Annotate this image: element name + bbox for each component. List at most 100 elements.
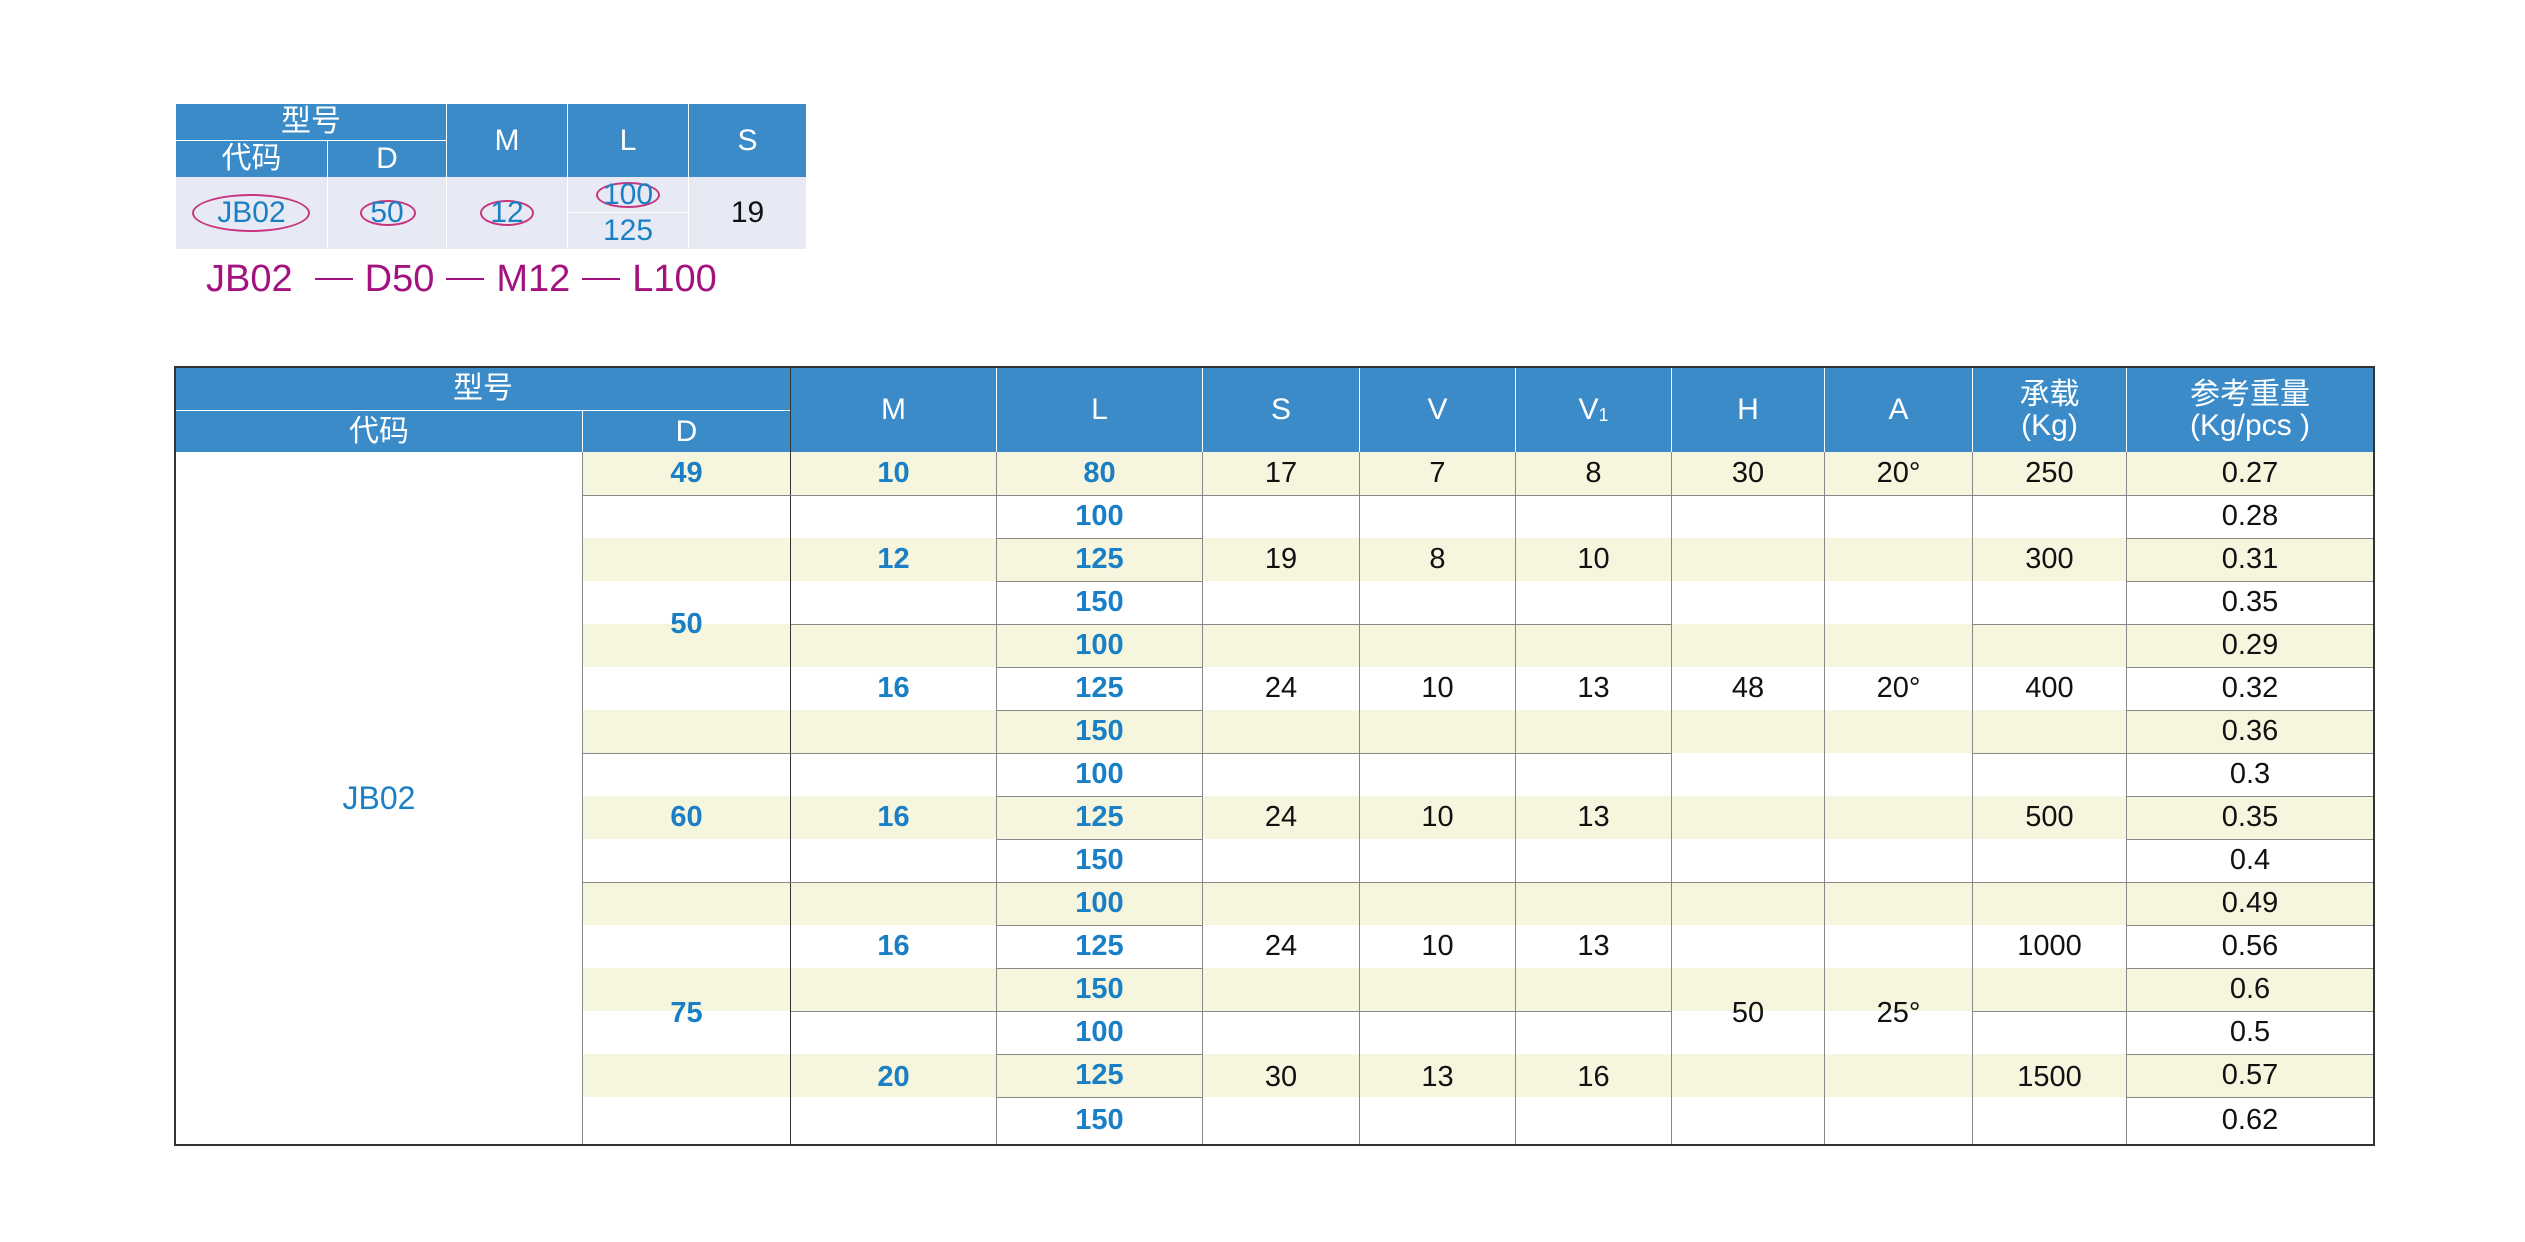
example-header-l: L [568,104,688,177]
spec-header-a: A [1825,368,1972,452]
spec-weight-cell: 0.3 [2229,758,2271,790]
spec-l-cell: 125 [1075,801,1124,833]
example-header-s: S [689,104,806,177]
spec-header-weight: 参考重量 (Kg/pcs ) [2127,368,2373,452]
spec-header-weight-line1: 参考重量 [2190,377,2310,411]
spec-s-cell: 17 [1264,457,1298,489]
spec-l-cell: 100 [1075,758,1124,790]
spec-v1-cell: 16 [1577,1061,1610,1093]
example-header-d: D [328,141,446,177]
spec-a-cell: 25° [1876,996,1921,1029]
spec-header-d: D [583,411,790,452]
m-highlight-oval [480,200,534,226]
example-header-code: 代码 [176,141,327,177]
example-header-model: 型号 [176,104,446,140]
spec-header-code: 代码 [176,411,582,452]
spec-header-v: V [1360,368,1515,452]
spec-weight-cell: 0.57 [2221,1059,2279,1091]
example-code-value: JB02 [217,196,286,229]
spec-header-load: 承载 (Kg) [1973,368,2126,452]
spec-d-cell: 75 [670,996,703,1029]
spec-weight-cell: 0.35 [2221,586,2279,618]
spec-v-cell: 8 [1429,543,1446,575]
spec-header-s: S [1203,368,1359,452]
spec-v1-cell: 13 [1577,672,1610,704]
spec-v1-cell: 10 [1577,543,1610,575]
spec-l-cell: 100 [1075,1016,1124,1048]
order-code-dash [582,278,621,280]
spec-v1-cell: 13 [1577,930,1610,962]
spec-m-cell: 10 [877,457,910,489]
spec-load-cell: 1500 [2017,1061,2082,1093]
spec-load-cell: 250 [2025,457,2074,489]
d-highlight-oval [360,200,416,226]
spec-l-cell: 150 [1075,844,1124,876]
example-s-value: 19 [730,196,765,229]
spec-l-cell: 100 [1075,887,1124,919]
order-code-dash [314,278,353,280]
spec-s-cell: 19 [1264,543,1298,575]
order-code-part-1: JB02 [206,257,293,300]
spec-s-cell: 24 [1264,672,1298,704]
spec-header-h: H [1672,368,1824,452]
spec-header-load-line2: (Kg) [2021,409,2078,442]
spec-weight-cell: 0.4 [2229,844,2271,876]
spec-h-cell: 48 [1731,672,1765,704]
spec-l-cell: 125 [1075,1059,1124,1091]
spec-table-frame [174,366,2375,1146]
spec-weight-cell: 0.28 [2221,500,2279,532]
spec-d-cell: 49 [670,457,703,489]
spec-m-cell: 16 [877,672,910,704]
spec-weight-cell: 0.36 [2221,715,2279,747]
spec-m-cell: 16 [877,930,910,962]
spec-s-cell: 30 [1264,1061,1298,1093]
spec-l-cell: 150 [1075,586,1124,618]
spec-l-cell: 125 [1075,543,1124,575]
spec-weight-cell: 0.6 [2229,973,2271,1005]
spec-d-cell: 60 [670,801,703,833]
spec-a-cell: 20° [1876,672,1921,704]
spec-weight-cell: 0.49 [2221,887,2279,919]
spec-load-cell: 1000 [2017,930,2082,962]
spec-v-cell: 7 [1429,457,1446,489]
order-code-dash [446,278,485,280]
spec-l-cell: 80 [1083,457,1116,489]
spec-weight-cell: 0.62 [2221,1104,2279,1136]
example-l-value-2: 125 [602,214,654,247]
spec-v-cell: 13 [1421,1061,1454,1093]
spec-weight-cell: 0.31 [2221,543,2279,575]
order-code-example: JB02 D50 M12 L100 [206,256,717,302]
spec-v-cell: 10 [1421,930,1454,962]
spec-l-cell: 100 [1075,629,1124,661]
example-m-value: 12 [490,196,524,229]
order-code-part-3: M12 [496,257,571,300]
order-code-part-2: D50 [364,257,435,300]
spec-m-cell: 12 [877,543,910,575]
spec-h-cell: 30 [1731,457,1765,489]
spec-d-cell: 50 [670,607,703,640]
spec-a-cell: 20° [1876,457,1921,489]
spec-m-cell: 16 [877,801,910,833]
spec-l-cell: 125 [1075,930,1124,962]
l-highlight-oval [596,182,660,208]
spec-header-v1-main: V [1578,393,1599,427]
spec-weight-cell: 0.35 [2221,801,2279,833]
spec-h-cell: 50 [1731,996,1765,1029]
order-code-part-4: L100 [632,257,717,300]
spec-code-cell: JB02 [342,779,416,816]
spec-header-m: M [791,368,996,452]
spec-v1-cell: 8 [1585,457,1602,489]
spec-load-cell: 400 [2025,672,2074,704]
spec-v1-cell: 13 [1577,801,1610,833]
spec-load-cell: 300 [2025,543,2074,575]
example-l-value-1: 100 [602,177,654,211]
spec-weight-cell: 0.56 [2221,930,2279,962]
spec-s-cell: 24 [1264,801,1298,833]
spec-l-cell: 100 [1075,500,1124,532]
spec-v-cell: 10 [1421,672,1454,704]
spec-l-cell: 125 [1075,672,1124,704]
spec-weight-cell: 0.32 [2221,672,2279,704]
spec-l-cell: 150 [1075,973,1124,1005]
spec-weight-cell: 0.27 [2221,457,2279,489]
